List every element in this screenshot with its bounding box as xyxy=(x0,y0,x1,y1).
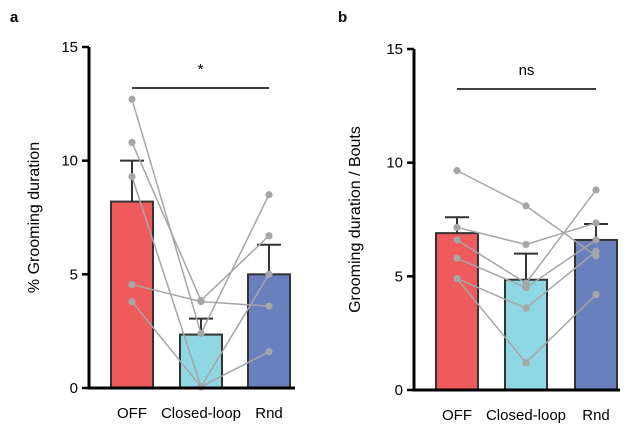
subject-point xyxy=(592,236,600,244)
y-tick-label: 15 xyxy=(61,39,78,56)
subject-point xyxy=(592,186,600,194)
y-tick-label: 10 xyxy=(61,153,78,170)
subject-point xyxy=(128,298,136,306)
significance-label: ns xyxy=(519,62,535,79)
subject-point xyxy=(453,236,461,244)
subject-point xyxy=(265,232,273,240)
x-tick-label: Closed-loop xyxy=(161,405,241,422)
y-axis-title: % Grooming duration xyxy=(26,142,43,293)
subject-point xyxy=(453,223,461,232)
panel-b: b 0 5 10 15 OFF Closed-loop Rnd Grooming duratio… xyxy=(338,9,620,424)
y-tick-label: 5 xyxy=(70,266,78,283)
subject-point xyxy=(265,348,273,356)
y-axis-title: Grooming duration / Bouts xyxy=(347,126,364,313)
subject-point xyxy=(128,280,136,289)
panel-letter: b xyxy=(338,9,347,26)
subject-point xyxy=(522,304,530,312)
bar-off xyxy=(110,200,154,389)
subject-point xyxy=(197,329,205,338)
y-tick-label: 0 xyxy=(395,382,403,399)
subject-point xyxy=(522,202,530,210)
subject-point xyxy=(265,302,273,310)
subject-point xyxy=(128,138,136,147)
y-tick-label: 5 xyxy=(395,268,403,285)
panel-a: a 0 5 10 15 OFF Closed-loop Rnd % Grooming durat… xyxy=(10,9,295,422)
subject-point xyxy=(453,275,461,283)
subject-point xyxy=(128,172,136,181)
bar-rnd xyxy=(247,273,291,390)
subject-point xyxy=(592,247,600,255)
subject-point xyxy=(522,240,530,249)
x-tick-label: OFF xyxy=(117,405,147,422)
subject-point xyxy=(453,254,461,262)
subject-point xyxy=(592,219,600,227)
y-tick-label: 10 xyxy=(386,155,403,172)
subject-point xyxy=(197,298,205,306)
subject-point xyxy=(522,359,530,367)
significance-label: * xyxy=(198,61,204,78)
subject-point xyxy=(128,95,136,103)
subject-point xyxy=(265,270,273,278)
x-tick-label: OFF xyxy=(442,407,472,424)
subject-point xyxy=(522,284,530,292)
y-tick-label: 0 xyxy=(70,380,78,397)
x-tick-label: Rnd xyxy=(582,407,610,424)
panel-letter: a xyxy=(10,9,19,26)
subject-point xyxy=(265,191,273,199)
subject-point xyxy=(592,290,600,299)
subject-point xyxy=(453,167,461,175)
y-tick-label: 15 xyxy=(386,41,403,58)
bar-closed-loop xyxy=(504,278,548,392)
x-tick-label: Closed-loop xyxy=(486,407,566,424)
x-tick-label: Rnd xyxy=(255,405,283,422)
